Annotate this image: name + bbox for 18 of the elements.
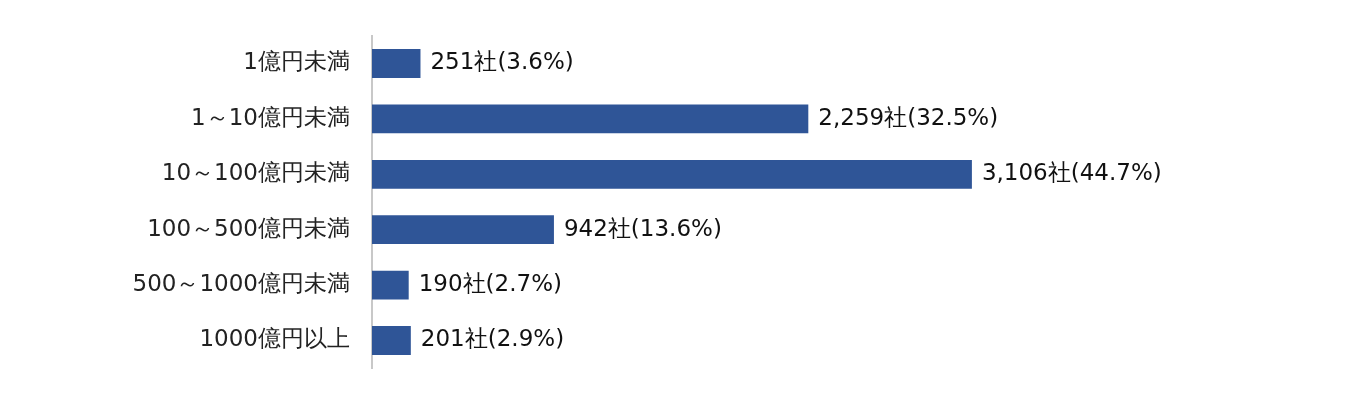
y-tick-label: 1億円未満 xyxy=(243,48,350,75)
data-label: 2,259社(32.5%) xyxy=(818,103,999,130)
bar xyxy=(372,49,421,78)
bar xyxy=(372,159,972,189)
bar xyxy=(372,326,411,355)
y-tick-label: 10～100億円未満 xyxy=(161,159,350,186)
y-tick-label: 500～1000億円未満 xyxy=(132,270,350,297)
y-tick-label: 1～10億円未満 xyxy=(191,103,350,130)
data-label: 190社(2.7%) xyxy=(418,270,562,297)
bar xyxy=(372,215,554,245)
y-tick-label: 100～500億円未満 xyxy=(147,214,350,241)
bar xyxy=(372,104,809,134)
data-label: 201社(2.9%) xyxy=(420,325,565,352)
y-tick-label: 1000億円以上 xyxy=(199,325,350,352)
data-label: 3,106社(44.7%) xyxy=(981,159,1162,186)
bar xyxy=(372,270,409,300)
data-label: 942社(13.6%) xyxy=(563,214,722,241)
data-label: 251社(3.6%) xyxy=(430,48,574,75)
